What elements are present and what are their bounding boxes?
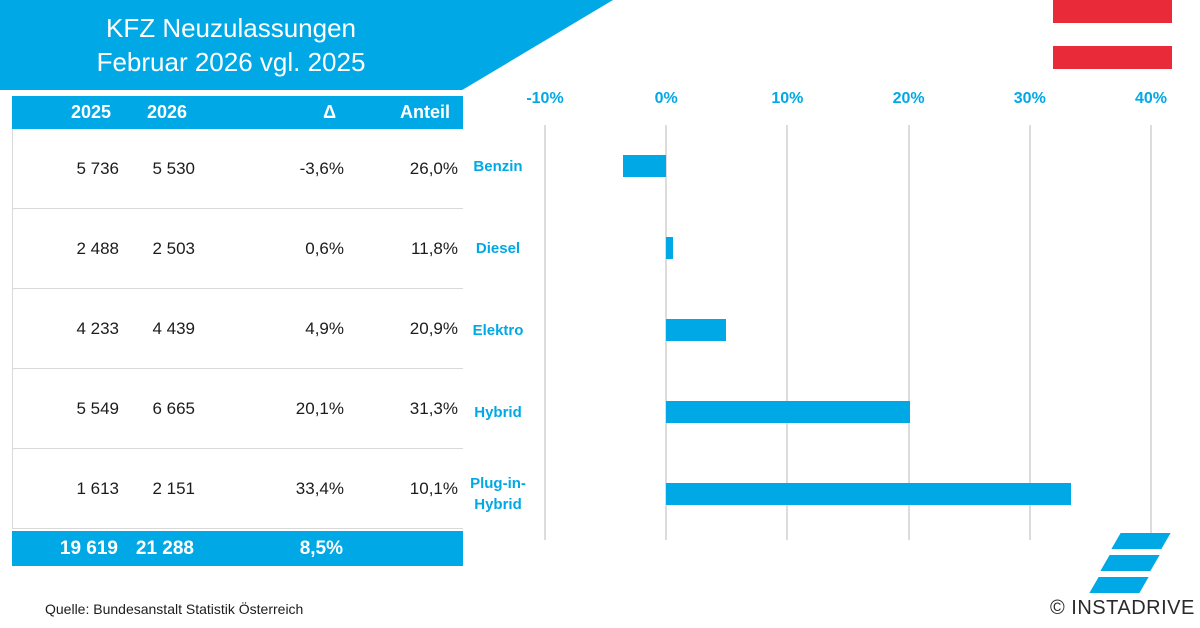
header-anteil: Anteil: [399, 102, 450, 122]
header-2025: 2025: [70, 102, 111, 122]
total-delta: 8,5%: [299, 537, 343, 559]
chart-x-axis: -10% 0% 10% 20% 30% 40%: [526, 90, 1167, 110]
gridline: [1028, 125, 1031, 540]
flag-red-stripe-top: [1053, 0, 1172, 23]
austria-flag-icon: [1053, 0, 1172, 69]
bar-benzin: [622, 155, 667, 177]
logo-stripe: [1111, 533, 1171, 549]
header-2026: 2026: [146, 102, 187, 122]
table-row-hybrid: 5 549 6 665 20,1% 31,3%: [13, 369, 463, 449]
bar-diesel: [666, 237, 674, 259]
cell-delta: 0,6%: [305, 238, 344, 258]
table-row-plug-in-hybrid: 1 613 2 151 33,4% 10,1%: [13, 449, 463, 529]
logo-stripe: [1089, 577, 1149, 593]
category-label-hybrid: Hybrid: [474, 403, 522, 421]
cell-2025: 5 549: [76, 398, 119, 418]
cell-2026: 5 530: [152, 158, 195, 178]
cell-delta: 33,4%: [295, 478, 344, 498]
cell-delta: -3,6%: [299, 158, 344, 178]
flag-white-stripe: [1053, 23, 1172, 46]
table-row-elektro: 4 233 4 439 4,9% 20,9%: [13, 289, 463, 369]
cell-anteil: 11,8%: [411, 238, 458, 258]
copyright-text: © INSTADRIVE: [1050, 597, 1195, 619]
source-note: Quelle: Bundesanstalt Statistik Österrei…: [45, 601, 304, 617]
cell-2026: 2 503: [152, 238, 195, 258]
gridline: [544, 125, 546, 540]
bar-elektro: [666, 319, 726, 341]
cell-2025: 5 736: [76, 158, 119, 178]
cell-2025: 1 613: [76, 478, 119, 498]
flag-red-stripe-bottom: [1053, 46, 1172, 69]
cell-2025: 4 233: [76, 318, 119, 338]
gridline: [786, 125, 789, 540]
page-title: KFZ Neuzulassungen Februar 2026 vgl. 202…: [0, 11, 462, 79]
cell-anteil: 26,0%: [409, 158, 458, 178]
cell-2026: 2 151: [152, 478, 195, 498]
x-tick-label: 40%: [1134, 90, 1168, 107]
category-label-diesel: Diesel: [475, 239, 521, 257]
x-tick-label: -10%: [526, 90, 564, 107]
cell-anteil: 20,9%: [409, 318, 458, 338]
bar-plug-in-hybrid: [666, 483, 1071, 505]
cell-anteil: 31,3%: [409, 398, 458, 418]
header-delta: Δ: [323, 102, 336, 122]
gridline: [1150, 125, 1152, 540]
cell-anteil: 10,1%: [409, 478, 458, 498]
chart-plot: [544, 125, 1152, 540]
chart-category-labels: Benzin Diesel Elektro Hybrid Plug-in-Hybrid: [462, 125, 534, 540]
cell-delta: 20,1%: [295, 398, 344, 418]
x-tick-label: 0%: [654, 90, 678, 107]
x-tick-label: 20%: [892, 90, 925, 107]
cell-2026: 4 439: [152, 318, 195, 338]
cell-2026: 6 665: [152, 398, 195, 418]
table-row-diesel: 2 488 2 503 0,6% 11,8%: [13, 209, 463, 289]
category-label-elektro: Elektro: [472, 321, 524, 339]
category-label-plug-in-hybrid: Plug-in-Hybrid: [470, 475, 526, 513]
instadrive-logo-icon: [1085, 530, 1185, 596]
gridline: [907, 125, 910, 540]
title-line-1: KFZ Neuzulassungen: [105, 13, 357, 43]
x-tick-label: 10%: [771, 90, 804, 107]
cell-2025: 2 488: [76, 238, 119, 258]
table-total-row: 19 619 21 288 8,5%: [12, 531, 463, 566]
table-row-benzin: 5 736 5 530 -3,6% 26,0%: [13, 129, 463, 209]
table-header-row: 2025 2026 Δ Anteil: [12, 96, 463, 129]
category-label-benzin: Benzin: [473, 157, 523, 175]
bar-hybrid: [666, 401, 910, 423]
total-2025: 19 619: [59, 537, 118, 559]
title-line-2: Februar 2026 vgl. 2025: [96, 47, 366, 77]
cell-delta: 4,9%: [305, 318, 344, 338]
x-tick-label: 30%: [1013, 90, 1046, 107]
total-2026: 21 288: [135, 537, 194, 559]
table-body: 5 736 5 530 -3,6% 26,0% 2 488 2 503 0,6%…: [12, 129, 463, 529]
logo-stripe: [1100, 555, 1160, 571]
registrations-table: 2025 2026 Δ Anteil 5 736 5 530 -3,6% 26,…: [12, 96, 463, 566]
